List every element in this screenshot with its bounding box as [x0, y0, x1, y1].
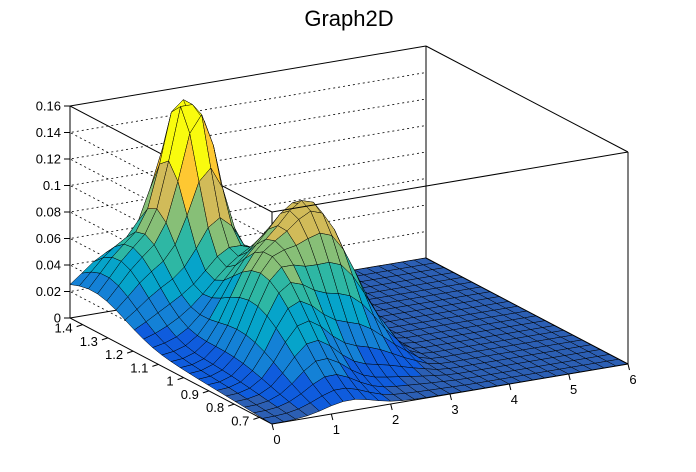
x-tick-mark	[330, 413, 334, 421]
y-tick-label: 1.2	[105, 347, 123, 362]
z-tick-label: 0.14	[36, 125, 61, 140]
y-tick-mark	[177, 377, 184, 381]
y-tick-mark	[126, 350, 134, 354]
x-tick-mark	[627, 363, 630, 371]
x-tick-label: 5	[570, 382, 577, 397]
z-tick-label: 0.08	[36, 205, 61, 220]
y-tick-label: 1	[166, 374, 173, 389]
z-tick-label: 0.02	[36, 284, 61, 299]
chart-title: Graph2D	[304, 6, 393, 31]
y-tick-mark	[76, 324, 83, 328]
x-tick-label: 1	[333, 422, 340, 437]
y-tick-label: 1.3	[80, 334, 98, 349]
top-right-edge	[425, 45, 629, 153]
x-tick-label: 0	[273, 432, 280, 447]
x-tick-mark	[390, 403, 393, 411]
x-tick-mark	[508, 383, 512, 391]
z-tick-label: 0.04	[36, 258, 61, 273]
x-tick-label: 6	[629, 372, 636, 387]
z-tick-label: 0.16	[36, 99, 61, 114]
x-tick-label: 3	[451, 402, 458, 417]
x-tick-mark	[449, 393, 452, 401]
axis-tick-labels: 01234560.70.80.911.11.21.31.400.020.040.…	[36, 99, 637, 448]
z-tick-label: 0	[54, 311, 61, 326]
y-tick-mark	[152, 363, 159, 367]
y-tick-mark	[253, 416, 260, 420]
x-tick-label: 4	[511, 392, 518, 407]
y-tick-label: 1.1	[130, 360, 148, 375]
z-tick-label: 0.12	[36, 152, 61, 167]
x-tick-label: 2	[392, 412, 399, 427]
top-front-edge	[271, 151, 629, 213]
y-tick-label: 1.4	[55, 321, 73, 336]
x-tick-mark	[271, 423, 274, 431]
floor-right-edge	[425, 257, 629, 365]
y-tick-mark	[202, 390, 210, 394]
x-tick-mark	[568, 373, 571, 381]
z-tick-label: 0.06	[36, 231, 61, 246]
surface-mesh	[69, 98, 629, 425]
y-tick-label: 0.7	[231, 413, 249, 428]
y-tick-label: 0.9	[181, 387, 199, 402]
y-tick-mark	[101, 337, 109, 341]
z-tick-label: 0.1	[43, 178, 61, 193]
y-tick-label: 0.8	[206, 400, 224, 415]
y-tick-mark	[227, 403, 235, 407]
